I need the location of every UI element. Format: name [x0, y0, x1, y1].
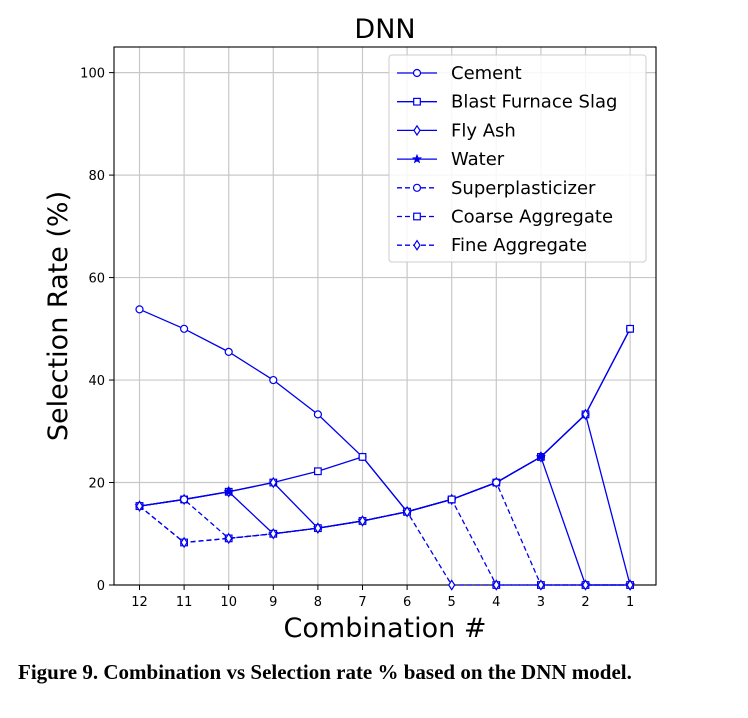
data-point — [223, 486, 234, 497]
data-point — [581, 579, 590, 591]
series-line — [139, 481, 631, 586]
x-tick-label: 11 — [176, 595, 193, 610]
x-tick-label: 2 — [581, 595, 589, 610]
legend-item: Coarse Aggregate — [397, 207, 613, 228]
legend-item: Blast Furnace Slag — [397, 92, 617, 113]
legend-label: Blast Furnace Slag — [451, 92, 617, 113]
data-point — [224, 532, 233, 545]
legend-item: Fine Aggregate — [397, 235, 587, 256]
legend-label: Fine Aggregate — [451, 235, 587, 256]
data-point — [492, 478, 501, 487]
series-line — [139, 328, 631, 513]
data-point — [447, 495, 456, 504]
legend-label: Fly Ash — [451, 120, 516, 141]
legend-item: Fly Ash — [397, 120, 516, 141]
data-point — [180, 536, 188, 549]
legend-marker — [412, 183, 422, 192]
y-tick-label: 0 — [97, 579, 105, 594]
legend-marker — [412, 68, 422, 78]
x-tick-label: 3 — [537, 595, 545, 610]
x-tick-label: 1 — [626, 595, 634, 610]
data-point — [314, 467, 322, 476]
data-point — [492, 579, 501, 591]
x-tick-label: 10 — [220, 595, 237, 610]
series-line — [139, 505, 631, 586]
data-point — [135, 500, 144, 512]
data-point — [403, 506, 411, 518]
y-tick-label: 80 — [88, 169, 105, 184]
x-tick-label: 5 — [448, 595, 456, 610]
data-point — [269, 476, 278, 489]
legend-label: Cement — [451, 63, 522, 84]
series-blast-furnace-slag — [135, 324, 634, 516]
legend-marker — [413, 212, 421, 221]
legend-item: Superplasticizer — [397, 178, 596, 199]
chart: 12 11 10 9 8 7 6 5 4 3 2 1020406080100DNNCombinatio… — [43, 14, 657, 644]
chart-title: DNN — [354, 14, 415, 45]
legend-label: Water — [451, 149, 505, 170]
x-axis-label: Combination # — [284, 613, 487, 644]
data-point — [447, 579, 456, 591]
y-tick-label: 20 — [88, 477, 105, 492]
series-line — [139, 308, 631, 513]
data-point — [224, 347, 233, 356]
x-tick-label: 9 — [269, 595, 277, 610]
x-tick-label: 4 — [492, 595, 500, 610]
y-tick-label: 60 — [88, 272, 105, 287]
data-point — [313, 410, 322, 419]
data-point — [180, 324, 189, 333]
legend-marker — [413, 124, 421, 137]
data-point — [269, 375, 278, 385]
legend-label: Coarse Aggregate — [451, 207, 613, 228]
figure-caption: Figure 9. Combination vs Selection rate … — [18, 660, 632, 684]
series-line — [139, 413, 631, 586]
legend-marker — [413, 97, 421, 106]
data-point — [358, 515, 367, 527]
plot-frame — [113, 46, 657, 586]
y-tick-label: 40 — [88, 374, 105, 389]
y-tick-label: 100 — [80, 67, 105, 82]
series-line — [139, 498, 631, 586]
legend-marker — [413, 239, 421, 251]
data-point — [269, 528, 278, 540]
x-tick-label: 7 — [358, 595, 366, 610]
data-point — [626, 579, 634, 591]
legend-item: Water — [397, 149, 505, 170]
legend-item: Cement — [397, 63, 522, 84]
legend: Cement Blast Furnace Slag Fly Ash Water Supe… — [388, 54, 647, 263]
series-fine-aggregate — [135, 500, 634, 591]
data-point — [535, 451, 546, 462]
data-point — [314, 522, 322, 534]
data-point — [135, 305, 144, 314]
series-fly-ash — [135, 408, 634, 591]
legend-marker — [411, 153, 423, 164]
data-point — [180, 495, 189, 504]
x-tick-label: 12 — [131, 595, 148, 610]
legend-box — [388, 54, 647, 263]
series-water — [134, 451, 636, 590]
x-tick-label: 6 — [403, 595, 411, 610]
series-line — [139, 455, 631, 586]
data-point — [537, 579, 545, 591]
data-point — [581, 408, 590, 421]
legend-label: Superplasticizer — [451, 178, 596, 199]
y-axis-label: Selection Rate (%) — [43, 191, 74, 441]
data-point — [358, 453, 367, 461]
x-tick-label: 8 — [314, 595, 322, 610]
data-point — [626, 324, 634, 333]
